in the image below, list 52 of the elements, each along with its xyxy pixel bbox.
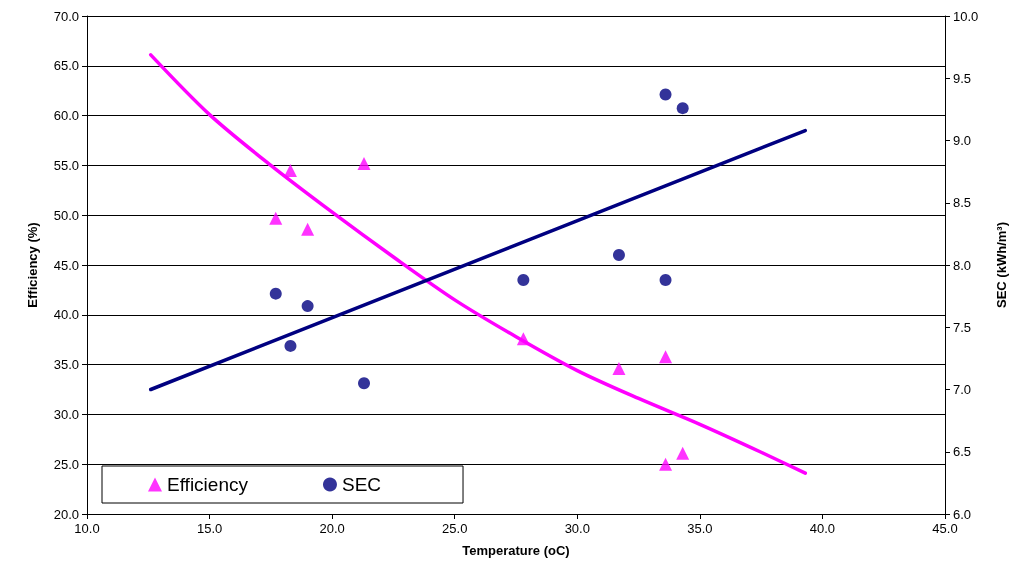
y-tick-label: 50.0 (53, 207, 79, 223)
y-tick-label: 45.0 (53, 257, 79, 273)
point (269, 287, 282, 300)
point (676, 102, 689, 115)
y2-tick-label: 7.5 (953, 319, 972, 335)
x-tick-label: 35.0 (687, 521, 713, 536)
y2-tick-label: 6.0 (953, 506, 972, 522)
y-tick-label: 55.0 (53, 157, 79, 173)
y-tick-label: 65.0 (53, 58, 79, 74)
y2-tick-label: 9.5 (953, 70, 972, 86)
point (659, 350, 673, 364)
x-tick-label: 30.0 (564, 521, 590, 536)
point (284, 339, 297, 352)
y2-tick-label: 6.5 (953, 444, 972, 460)
x-tick-label: 45.0 (932, 521, 958, 536)
y2-tick-label: 9.0 (953, 133, 972, 148)
x-tick-label: 25.0 (442, 521, 468, 536)
point (659, 273, 672, 286)
y-axis-title: Efficiency (%) (25, 222, 40, 308)
point (301, 222, 315, 236)
y-tick-label: 25.0 (53, 456, 79, 472)
y-tick-label: 60.0 (53, 108, 79, 124)
y2-tick-label: 8.0 (953, 257, 972, 273)
x-tick-label: 40.0 (809, 521, 836, 536)
point (676, 446, 690, 460)
y-tick-label: 35.0 (53, 357, 79, 373)
legend-label: SEC (341, 474, 382, 495)
point (659, 88, 672, 101)
point (612, 362, 626, 376)
y2-axis-title: SEC (kWh/m³) (994, 222, 1009, 308)
point (269, 211, 283, 225)
point (517, 273, 530, 286)
x-tick-label: 10.0 (74, 521, 100, 536)
y-tick-label: 70.0 (53, 8, 79, 24)
x-axis-title: Temperature (oC) (462, 543, 570, 558)
point (301, 300, 314, 313)
y-tick-label: 20.0 (53, 506, 79, 522)
x-tick-label: 15.0 (196, 521, 223, 536)
point (357, 156, 371, 170)
x-tick-label: 20.0 (319, 521, 345, 536)
y2-tick-label: 7.0 (953, 382, 972, 397)
line-series (148, 53, 808, 475)
point (516, 332, 530, 346)
y2-tick-label: 10.0 (953, 8, 979, 24)
y2-tick-label: 8.5 (953, 195, 972, 211)
point (283, 163, 297, 177)
legend-label: Efficiency (167, 474, 249, 495)
point (612, 249, 625, 262)
point (358, 377, 371, 390)
point (659, 457, 673, 471)
y-tick-label: 40.0 (53, 307, 79, 323)
y-tick-label: 30.0 (53, 406, 79, 422)
